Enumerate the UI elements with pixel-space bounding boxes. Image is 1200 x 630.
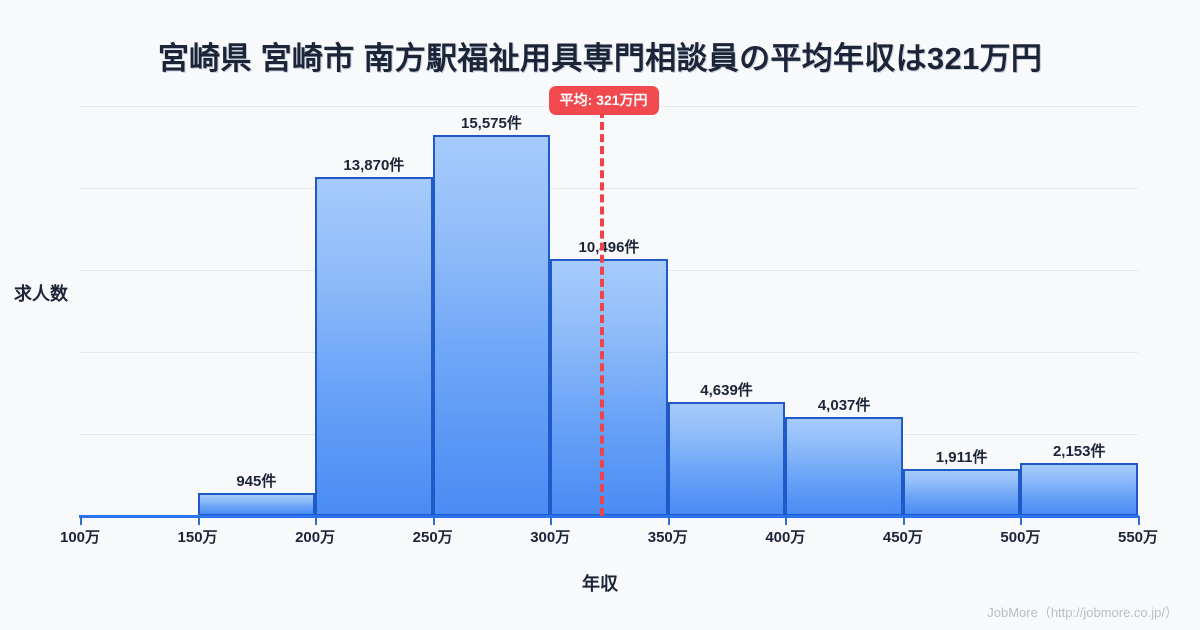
bar[interactable] xyxy=(785,417,903,516)
bar-value-label: 4,037件 xyxy=(817,397,871,415)
x-axis-tick-label: 350万 xyxy=(647,529,688,546)
bar[interactable] xyxy=(432,134,551,516)
x-axis-tick-label: 550万 xyxy=(1117,529,1159,546)
page-title: 宮崎県 宮崎市 南方駅福祉用具専門相談員の平均年収は321万円 xyxy=(157,41,1043,76)
bar[interactable] xyxy=(315,176,433,516)
bar-value-label: 13,870件 xyxy=(343,156,405,174)
bar-value-label: 4,639件 xyxy=(700,382,753,400)
average-line: 平均: 321万円 xyxy=(548,86,659,516)
bar[interactable] xyxy=(550,259,668,516)
x-axis-tick xyxy=(550,516,553,525)
x-axis-tick-label: 450万 xyxy=(882,529,923,546)
bar[interactable] xyxy=(197,492,316,516)
x-axis-tick xyxy=(902,516,905,525)
bar[interactable] xyxy=(667,402,786,516)
x-axis-tick xyxy=(1020,516,1023,525)
average-badge: 平均: 321万円 xyxy=(548,86,659,115)
x-axis-tick xyxy=(667,516,670,525)
x-axis-tick-label: 200万 xyxy=(295,529,336,546)
x-axis-tick xyxy=(785,516,788,525)
x-axis-tick xyxy=(432,516,435,525)
x-axis-tick-label: 250万 xyxy=(412,529,453,546)
x-axis-tick-label: 500万 xyxy=(1000,529,1041,546)
x-axis-tick-label: 400万 xyxy=(765,529,806,546)
bar-value-label: 2,153件 xyxy=(1052,443,1106,461)
x-axis-label: 年収 xyxy=(582,574,618,594)
x-axis-tick-label: 100万 xyxy=(59,529,101,546)
x-axis-tick xyxy=(315,516,318,525)
bar-value-label: 15,575件 xyxy=(460,114,522,132)
bar-value-label: 945件 xyxy=(236,472,277,490)
plot-area: 945件 13,870件 15,575件 10,496件 4,639件 4,037件 1,9… xyxy=(79,86,1140,525)
bar-value-label: 10,496件 xyxy=(578,239,640,257)
bar[interactable] xyxy=(1020,463,1138,516)
x-axis-tick xyxy=(1138,516,1140,525)
x-axis-tick-label: 300万 xyxy=(530,529,571,546)
y-axis-label: 求人数 xyxy=(14,284,68,304)
bar-value-label: 1,911件 xyxy=(935,449,988,467)
x-axis-tick-label: 150万 xyxy=(177,529,218,546)
x-axis-tick xyxy=(80,516,82,525)
watermark: JobMore（http://jobmore.co.jp/） xyxy=(987,605,1178,620)
x-axis-line xyxy=(79,515,1139,518)
bar[interactable] xyxy=(902,469,1021,516)
x-axis-tick xyxy=(197,516,200,525)
gridline xyxy=(80,188,1138,189)
